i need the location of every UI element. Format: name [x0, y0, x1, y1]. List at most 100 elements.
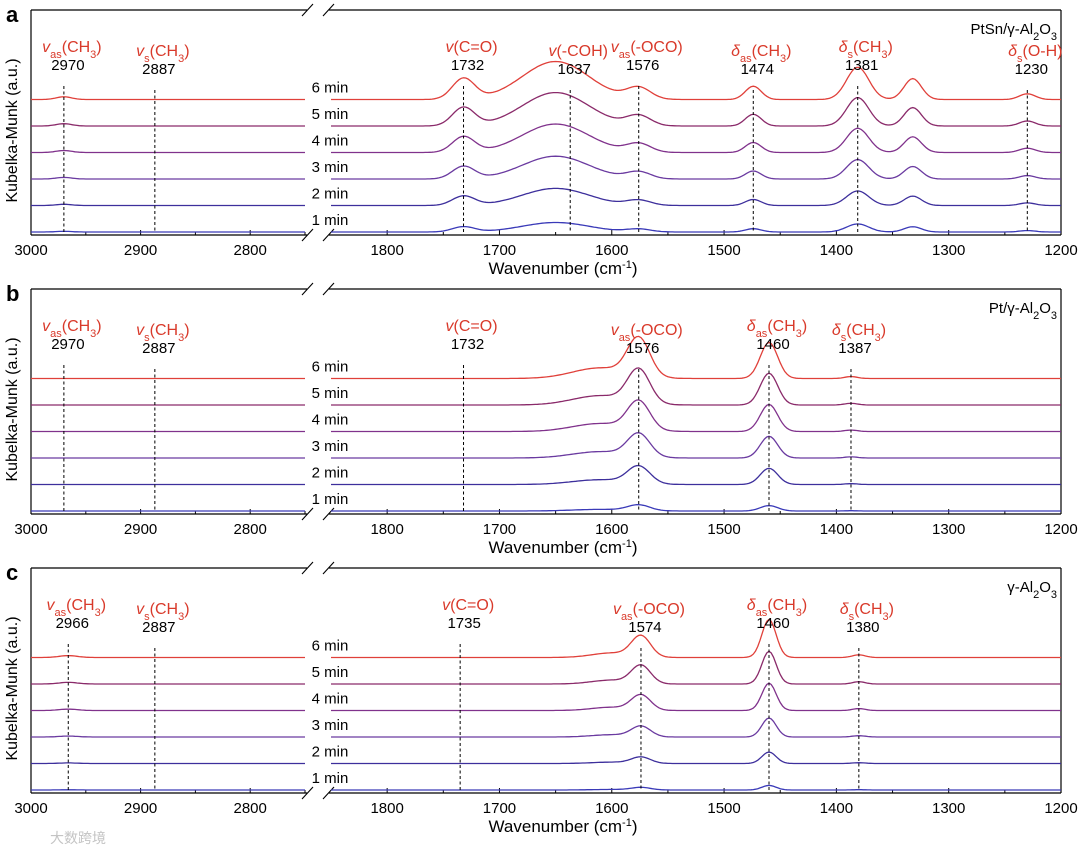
- x-tick-label: 1300: [932, 521, 965, 538]
- x-axis-title: Wavenumber (cm-1): [489, 817, 638, 836]
- trace-6-min-left: [31, 96, 305, 101]
- axis-break-mark: [322, 786, 335, 800]
- panel-letter: a: [6, 2, 19, 27]
- time-label: 5 min: [312, 106, 349, 123]
- time-label: 3 min: [312, 438, 349, 455]
- peak-value: 1460: [756, 615, 789, 632]
- x-tick-label: 2800: [234, 521, 267, 538]
- axis-break-mark: [301, 228, 314, 242]
- x-tick-label: 2800: [234, 800, 267, 817]
- trace-4-min-left: [31, 708, 305, 712]
- peak-label: δas(CH3): [747, 597, 807, 619]
- time-label: 5 min: [312, 385, 349, 402]
- x-tick-label: 3000: [14, 800, 47, 817]
- x-tick-label: 1800: [370, 521, 403, 538]
- peak-value: 2966: [56, 615, 89, 632]
- peak-value: 1576: [626, 340, 659, 357]
- trace-1-min: [331, 221, 1061, 233]
- x-tick-label: 1400: [820, 242, 853, 259]
- x-tick-label: 1500: [707, 242, 740, 259]
- peak-label: vs(CH3): [136, 43, 189, 65]
- x-tick-label: 2900: [124, 521, 157, 538]
- panel-letter: c: [6, 560, 18, 585]
- trace-5-min: [331, 91, 1061, 127]
- y-axis-label: Kubelka-Munk (a.u.): [4, 616, 21, 760]
- time-label: 2 min: [312, 186, 349, 203]
- trace-1-min: [331, 504, 1061, 512]
- time-label: 6 min: [312, 80, 349, 97]
- trace-2-min: [331, 751, 1061, 765]
- axis-break-mark: [322, 507, 335, 521]
- trace-6-min-left: [31, 654, 305, 659]
- x-axis-title: Wavenumber (cm-1): [489, 538, 638, 557]
- peak-label: vas(-OCO): [611, 39, 683, 61]
- trace-3-min-left: [31, 735, 305, 738]
- time-label: 4 min: [312, 133, 349, 150]
- time-label: 4 min: [312, 412, 349, 429]
- time-label: 1 min: [312, 212, 349, 229]
- peak-label: vas(CH3): [42, 318, 102, 340]
- peak-label: vas(-OCO): [611, 322, 683, 344]
- trace-4-min: [331, 399, 1061, 433]
- watermark: 大数跨境: [50, 828, 106, 848]
- x-tick-label: 1600: [595, 521, 628, 538]
- peak-value: 2887: [142, 61, 175, 78]
- peak-value: 1230: [1015, 61, 1048, 78]
- x-tick-label: 1700: [483, 800, 516, 817]
- peak-label: v(C=O): [442, 597, 494, 614]
- x-tick-label: 2900: [124, 242, 157, 259]
- peak-label: vs(CH3): [136, 322, 189, 344]
- panel-a: a PtSn/γ-Al2O3 Kubelka-Munk (a.u.) 3000 2900…: [4, 2, 1078, 278]
- x-tick-label: 3000: [14, 521, 47, 538]
- peak-label: δs(CH3): [832, 322, 886, 344]
- peak-label: v(-COH): [548, 43, 608, 60]
- peak-value: 2887: [142, 340, 175, 357]
- trace-2-min: [331, 187, 1061, 207]
- axis-break-mark: [301, 282, 314, 296]
- axis-break-mark: [301, 3, 314, 17]
- peak-value: 1460: [756, 336, 789, 353]
- x-tick-label: 1200: [1044, 521, 1077, 538]
- x-tick-label: 1800: [370, 800, 403, 817]
- panel-c: c γ-Al2O3 Kubelka-Munk (a.u.) 3000 2900 2800 1…: [4, 560, 1078, 836]
- x-tick-label: 1300: [932, 800, 965, 817]
- time-label: 3 min: [312, 159, 349, 176]
- trace-6-min: [331, 335, 1061, 380]
- trace-3-min-left: [31, 176, 305, 180]
- trace-4-min: [331, 682, 1061, 712]
- peak-label: vas(-OCO): [613, 601, 685, 623]
- panel-letter: b: [6, 281, 19, 306]
- peak-value: 2970: [51, 336, 84, 353]
- axis-break-mark: [301, 786, 314, 800]
- x-tick-label: 1600: [595, 800, 628, 817]
- trace-1-min-left: [31, 230, 305, 233]
- time-label: 6 min: [312, 638, 349, 655]
- trace-2-min-left: [31, 762, 305, 765]
- axis-break-mark: [322, 3, 335, 17]
- trace-5-min-left: [31, 681, 305, 685]
- axis-break-mark: [301, 561, 314, 575]
- x-tick-label: 1600: [595, 242, 628, 259]
- x-tick-label: 1400: [820, 800, 853, 817]
- peak-label: δs(O-H): [1008, 43, 1062, 65]
- peak-label: v(C=O): [446, 39, 498, 56]
- time-label: 2 min: [312, 744, 349, 761]
- peak-value: 1732: [451, 57, 484, 74]
- x-tick-label: 2900: [124, 800, 157, 817]
- peak-value: 1381: [845, 57, 878, 74]
- peak-value: 2887: [142, 619, 175, 636]
- trace-5-min-left: [31, 123, 305, 127]
- time-label: 3 min: [312, 717, 349, 734]
- x-tick-label: 1700: [483, 521, 516, 538]
- axis-break-mark: [322, 282, 335, 296]
- peak-value: 1387: [838, 340, 871, 357]
- time-label: 1 min: [312, 491, 349, 508]
- peak-value: 1637: [558, 61, 591, 78]
- x-tick-label: 1700: [483, 242, 516, 259]
- trace-5-min: [331, 650, 1061, 685]
- peak-value: 2970: [51, 57, 84, 74]
- axis-break-mark: [322, 561, 335, 575]
- trace-2-min-left: [31, 203, 305, 207]
- peak-value: 1474: [741, 61, 774, 78]
